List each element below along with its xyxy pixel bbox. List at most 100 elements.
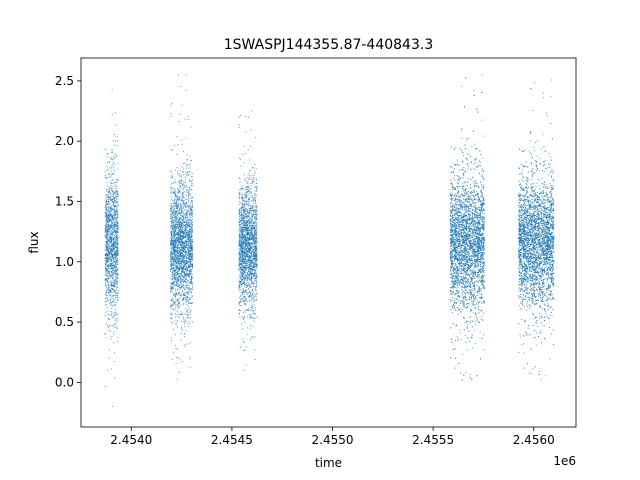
data-point [178, 303, 180, 305]
data-point [170, 278, 172, 280]
data-point [106, 201, 108, 203]
data-point [114, 207, 116, 209]
data-point [177, 205, 179, 207]
data-point [108, 265, 110, 267]
data-point [241, 244, 243, 246]
data-point [187, 261, 189, 263]
data-point [180, 182, 182, 184]
data-point [184, 266, 186, 268]
data-point [250, 309, 252, 311]
data-point [178, 272, 180, 274]
data-point [184, 241, 186, 243]
data-point [176, 321, 178, 323]
data-point [186, 311, 188, 313]
data-point [181, 197, 183, 199]
data-point [110, 194, 112, 196]
data-point [170, 264, 172, 266]
data-point [116, 221, 118, 223]
data-point [117, 341, 119, 343]
data-point [173, 248, 175, 250]
data-point [173, 249, 175, 251]
data-point [175, 206, 177, 208]
data-point [238, 221, 240, 223]
data-point [183, 232, 185, 234]
data-point [185, 211, 187, 213]
data-point [110, 187, 112, 189]
data-point [110, 240, 112, 242]
data-point [107, 199, 109, 201]
data-point [110, 183, 112, 185]
data-point [115, 237, 117, 239]
data-point [187, 300, 189, 302]
data-point [111, 325, 113, 327]
data-point [186, 292, 188, 294]
data-point [176, 188, 178, 190]
data-point [240, 215, 242, 217]
data-point [184, 222, 186, 224]
data-point [172, 271, 174, 273]
data-point [243, 283, 245, 285]
data-point [105, 236, 107, 238]
data-point [115, 270, 117, 272]
data-point [190, 218, 192, 220]
data-point [178, 253, 180, 255]
data-point [253, 176, 255, 178]
data-point [186, 185, 188, 187]
data-point [184, 262, 186, 264]
data-point [252, 237, 254, 239]
data-point [107, 210, 109, 212]
data-point [117, 178, 119, 180]
data-point [175, 259, 177, 261]
data-point [245, 256, 247, 258]
data-point [183, 299, 185, 301]
data-point [110, 289, 111, 291]
data-point [108, 220, 110, 222]
data-point [247, 247, 249, 249]
data-point [183, 230, 185, 232]
data-point [114, 200, 116, 202]
data-point [241, 278, 243, 280]
data-point [185, 287, 187, 289]
data-point [174, 250, 176, 252]
data-point [175, 247, 177, 249]
data-point [190, 258, 192, 260]
data-point [246, 250, 248, 252]
data-point [113, 315, 115, 317]
data-point [175, 298, 177, 300]
data-point [114, 285, 116, 287]
data-point [116, 242, 118, 244]
data-point [116, 241, 118, 243]
data-point [176, 286, 178, 288]
data-point [171, 282, 173, 284]
data-point [177, 218, 179, 220]
data-point [109, 207, 111, 209]
data-point [182, 185, 184, 187]
data-point [175, 264, 177, 266]
data-point [245, 298, 247, 300]
data-point [189, 302, 191, 304]
data-point [112, 225, 114, 227]
data-point [116, 242, 118, 244]
data-point [109, 254, 111, 256]
data-point [179, 265, 181, 267]
data-point [114, 255, 116, 257]
data-point [112, 233, 114, 234]
data-point [110, 233, 112, 235]
data-point [107, 216, 109, 218]
data-point [105, 198, 107, 200]
data-point [247, 248, 249, 250]
data-point [180, 199, 182, 201]
data-point [251, 234, 253, 236]
data-point [175, 212, 177, 214]
data-point [188, 292, 190, 294]
data-point [111, 234, 113, 236]
data-point [186, 212, 188, 214]
data-point [191, 259, 193, 261]
data-point [170, 191, 172, 193]
data-point [114, 309, 116, 311]
data-point [245, 278, 247, 280]
data-point [238, 303, 240, 305]
data-point [112, 168, 114, 170]
data-point [111, 180, 113, 182]
data-point [176, 215, 178, 217]
